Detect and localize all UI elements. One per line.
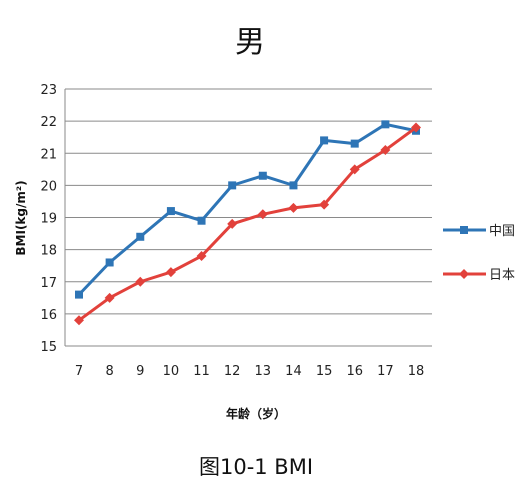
- x-tick-label: 13: [255, 364, 272, 379]
- y-tick-label: 22: [40, 115, 57, 130]
- y-tick-label: 16: [40, 308, 57, 323]
- data-point: [288, 202, 299, 213]
- x-tick-label: 7: [75, 364, 83, 379]
- series-line-2: [78, 126, 417, 322]
- y-tick-label: 21: [40, 147, 57, 162]
- data-point: [196, 251, 207, 262]
- y-tick-label: 17: [40, 276, 57, 291]
- data-point: [197, 216, 206, 225]
- data-point: [228, 181, 237, 190]
- y-tick-label: 18: [40, 244, 57, 259]
- y-tick-label: 23: [40, 83, 57, 98]
- data-point: [380, 145, 391, 156]
- data-point: [227, 218, 238, 229]
- x-tick-label: 10: [163, 364, 180, 379]
- x-tick-label: 16: [346, 364, 363, 379]
- data-point: [165, 267, 176, 278]
- data-point: [258, 171, 267, 180]
- data-point: [411, 122, 421, 133]
- data-point: [319, 199, 330, 210]
- x-tick-label: 18: [408, 364, 425, 379]
- x-tick-label: 15: [316, 364, 333, 379]
- data-point: [350, 139, 359, 148]
- legend-label: 日本: [489, 268, 515, 283]
- y-tick-label: 15: [40, 340, 57, 355]
- x-axis-label: 年龄（岁）: [226, 406, 286, 421]
- data-point: [75, 290, 83, 299]
- x-axis-ticks: 7 8 9 10 11 12 13 14 15 16 17 18: [75, 364, 424, 379]
- y-axis-ticks: 15 16 17 18 19 20 21 22 23: [40, 83, 57, 355]
- x-tick-label: 14: [285, 364, 302, 379]
- chart-title: 男: [235, 25, 265, 60]
- data-point: [74, 315, 84, 326]
- data-point: [381, 120, 390, 129]
- x-tick-label: 8: [105, 364, 113, 379]
- data-point: [105, 258, 114, 267]
- figure-caption: 图10-1 BMI: [199, 455, 313, 479]
- data-point: [320, 136, 329, 145]
- legend-label: 中国: [489, 224, 515, 239]
- data-point: [166, 207, 175, 216]
- y-axis-label: BMI(kg/m²): [14, 180, 28, 255]
- x-tick-label: 9: [136, 364, 144, 379]
- y-tick-label: 19: [40, 212, 57, 227]
- data-point: [135, 276, 146, 287]
- x-tick-label: 17: [377, 364, 394, 379]
- y-tick-label: 20: [40, 179, 57, 194]
- series-line-1: [77, 122, 417, 296]
- legend-marker: [459, 269, 469, 279]
- legend-marker: [460, 226, 468, 234]
- data-point: [349, 164, 360, 175]
- x-tick-label: 11: [193, 364, 210, 379]
- x-tick-label: 12: [224, 364, 241, 379]
- data-point: [136, 232, 145, 241]
- data-point: [257, 209, 268, 220]
- data-point: [104, 292, 115, 303]
- series-group: [74, 120, 421, 326]
- data-point: [289, 181, 298, 190]
